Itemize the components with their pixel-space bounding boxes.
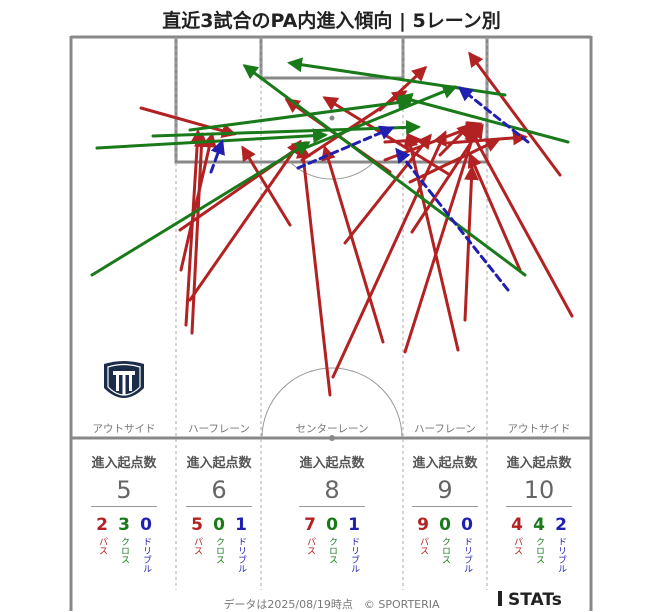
cross-count: 0 bbox=[326, 515, 338, 535]
pass-arrow bbox=[465, 121, 574, 318]
pass-arrow bbox=[467, 152, 522, 272]
center-spot bbox=[329, 435, 335, 441]
cross-arrow bbox=[242, 64, 527, 277]
pass-arrow bbox=[188, 139, 302, 302]
stats-header: 進入起点数 bbox=[299, 456, 365, 471]
pass-label: パス bbox=[192, 537, 202, 555]
stats-total: 8 bbox=[324, 476, 340, 504]
stats-divider bbox=[186, 506, 252, 507]
dribble-label: ドリブル bbox=[556, 537, 566, 573]
dribble-arrow bbox=[296, 125, 395, 170]
pass-arrow bbox=[190, 132, 209, 335]
pass-arrow bbox=[463, 165, 479, 322]
penalty-spot bbox=[329, 115, 335, 121]
stats-divider bbox=[412, 506, 478, 507]
cross-arrow bbox=[397, 92, 570, 144]
pass-label: パス bbox=[512, 537, 522, 555]
dribble-arrow bbox=[395, 147, 510, 292]
pass-arrow bbox=[408, 138, 501, 184]
cross-arrow bbox=[151, 119, 421, 138]
pass-arrow bbox=[403, 132, 460, 352]
dribble-count: 2 bbox=[555, 515, 567, 535]
pass-arrow bbox=[410, 123, 484, 234]
dribble-count: 0 bbox=[140, 515, 152, 535]
cross-count: 0 bbox=[213, 515, 225, 535]
brand-logo: STATs bbox=[498, 590, 562, 610]
lane-stats-outside-right: 進入起点数 10 4 パス 4 クロス 2 ドリブル bbox=[494, 452, 584, 573]
pass-arrow bbox=[403, 127, 479, 354]
pass-label: パス bbox=[418, 537, 428, 555]
lane-stats-outside-left: 進入起点数 5 2 パス 3 クロス 0 ドリブル bbox=[79, 452, 169, 573]
pass-arrow bbox=[383, 133, 423, 149]
footer-credit: データは2025/08/19時点 © SPORTERIA bbox=[223, 598, 440, 611]
team-crest-icon bbox=[104, 361, 144, 398]
cross-arrow bbox=[298, 84, 458, 152]
stats-divider bbox=[91, 506, 157, 507]
cross-label: クロス bbox=[327, 537, 337, 564]
pass-count: 4 bbox=[511, 515, 523, 535]
pass-label: パス bbox=[97, 537, 107, 555]
dribble-label: ドリブル bbox=[349, 537, 359, 573]
lane-label-outside-left: アウトサイド bbox=[92, 423, 156, 435]
brand-text: STATs bbox=[508, 590, 562, 610]
stats-total: 9 bbox=[437, 476, 453, 504]
stats-divider bbox=[299, 506, 365, 507]
pass-arrow bbox=[295, 143, 332, 397]
goal-box bbox=[259, 37, 405, 80]
lane-stats-halfspace-right: 進入起点数 9 9 パス 0 クロス 0 ドリブル bbox=[400, 452, 490, 573]
pass-arrow bbox=[438, 122, 473, 157]
stats-header: 進入起点数 bbox=[506, 456, 572, 471]
pass-label: パス bbox=[305, 537, 315, 555]
cross-arrow bbox=[188, 95, 413, 132]
pass-count: 2 bbox=[96, 515, 108, 535]
dribble-arrow bbox=[457, 86, 530, 144]
stats-total: 10 bbox=[523, 476, 555, 504]
stats-header: 進入起点数 bbox=[91, 456, 157, 471]
pass-arrow bbox=[343, 133, 432, 245]
stats-divider bbox=[506, 506, 572, 507]
dribble-count: 0 bbox=[461, 515, 473, 535]
lane-label-center: センターレーン bbox=[295, 423, 369, 435]
pass-count: 7 bbox=[304, 515, 316, 535]
dribble-count: 1 bbox=[348, 515, 360, 535]
pass-count: 9 bbox=[417, 515, 429, 535]
cross-arrow bbox=[90, 141, 311, 277]
stats-header: 進入起点数 bbox=[186, 456, 252, 471]
pass-count: 5 bbox=[191, 515, 203, 535]
page-title: 直近3試合のPA内進入傾向 | 5レーン別 bbox=[162, 10, 501, 32]
dribble-label: ドリブル bbox=[462, 537, 472, 573]
pass-arrow bbox=[179, 132, 217, 272]
center-circle bbox=[261, 367, 403, 439]
lane-label-outside-right: アウトサイド bbox=[507, 423, 571, 435]
pass-arrow bbox=[321, 145, 385, 344]
lane-stats-center: 進入起点数 8 7 パス 0 クロス 1 ドリブル bbox=[287, 452, 377, 573]
dribble-label: ドリブル bbox=[141, 537, 151, 573]
cross-label: クロス bbox=[534, 537, 544, 564]
pass-arrow bbox=[139, 106, 237, 138]
stats-header: 進入起点数 bbox=[412, 456, 478, 471]
pass-arrow bbox=[468, 51, 562, 177]
cross-label: クロス bbox=[440, 537, 450, 564]
cross-count: 3 bbox=[118, 515, 130, 535]
dribble-count: 1 bbox=[235, 515, 247, 535]
dribble-arrow bbox=[209, 139, 225, 174]
cross-label: クロス bbox=[119, 537, 129, 564]
dribble-label: ドリブル bbox=[236, 537, 246, 573]
cross-count: 0 bbox=[439, 515, 451, 535]
cross-count: 4 bbox=[533, 515, 545, 535]
lane-stats-halfspace-left: 進入起点数 6 5 パス 0 クロス 1 ドリブル bbox=[174, 452, 264, 573]
pass-arrow bbox=[241, 145, 292, 227]
lane-label-halfspace-left: ハーフレーン bbox=[188, 423, 250, 435]
stats-total: 6 bbox=[211, 476, 227, 504]
brand-mark-icon bbox=[498, 591, 502, 606]
stats-total: 5 bbox=[116, 476, 132, 504]
lane-label-halfspace-right: ハーフレーン bbox=[414, 423, 476, 435]
cross-label: クロス bbox=[214, 537, 224, 564]
